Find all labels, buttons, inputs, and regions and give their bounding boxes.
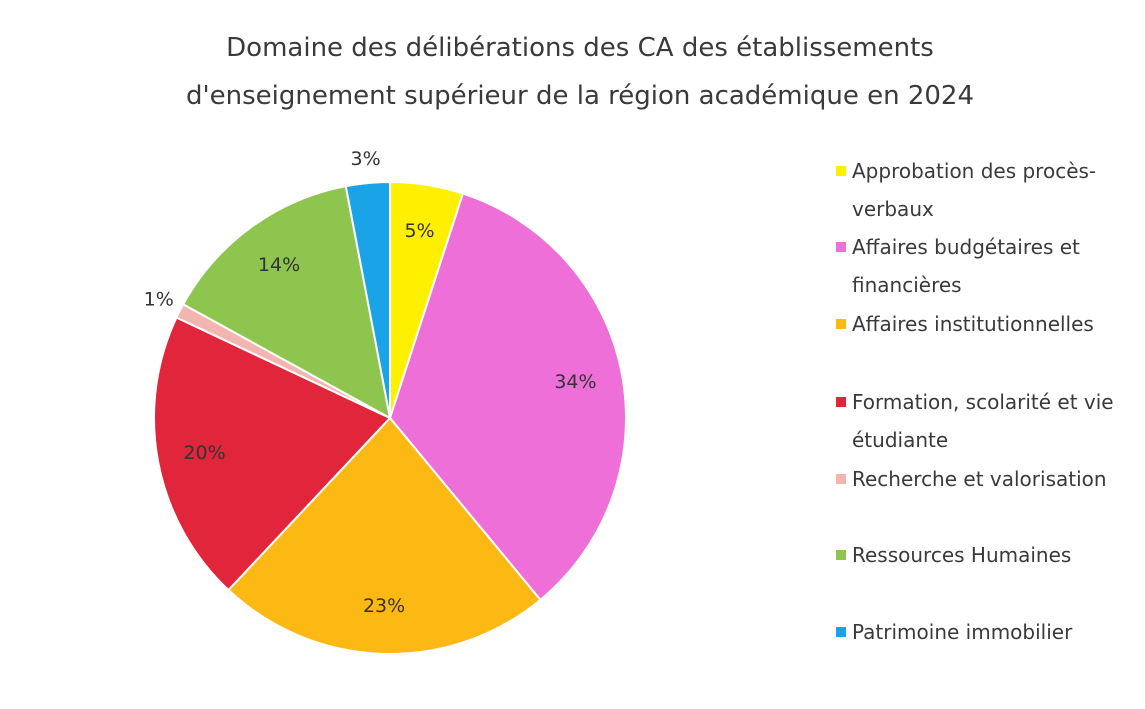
data-label: 20%: [183, 442, 225, 464]
legend-swatch: [836, 319, 846, 329]
data-label: 34%: [554, 371, 596, 393]
legend-box: Formation, scolarité et vie étudiante: [852, 390, 1114, 452]
data-label: 5%: [404, 220, 434, 242]
pie-slice: [153, 316, 392, 592]
data-label: 23%: [363, 595, 405, 617]
legend-label: Recherche et valorisation: [852, 467, 1107, 491]
legend-label: Patrimoine immobilier: [852, 620, 1073, 644]
legend-label: Affaires institutionnelles: [852, 312, 1094, 336]
legend-box: Patrimoine immobilier: [852, 620, 1073, 644]
legend-box: Affaires budgétaires et financières: [852, 235, 1080, 297]
pie-slice: [181, 185, 392, 420]
legend-box: Approbation des procès-verbaux: [852, 159, 1097, 221]
legend-box: Recherche et valorisation: [852, 467, 1107, 491]
legend-swatch: [836, 550, 846, 560]
legend-swatch: [836, 397, 846, 407]
data-label: 14%: [258, 254, 300, 276]
data-label: 1%: [144, 289, 174, 311]
legend-label: Ressources Humaines: [852, 543, 1072, 567]
data-label: 3%: [350, 148, 380, 170]
legend-label: Affaires budgétaires et financières: [852, 235, 1080, 297]
pie-slice: [388, 192, 627, 602]
legend-swatch: [836, 627, 846, 637]
legend-swatch: [836, 242, 846, 252]
legend-swatch: [836, 166, 846, 176]
chart-title: Domaine des délibérations des CA des éta…: [185, 33, 975, 111]
legend-box: Affaires institutionnelles: [852, 312, 1094, 336]
pie-slice: [344, 180, 391, 419]
legend-box: Ressources Humaines: [852, 543, 1072, 567]
pie-slice: [227, 416, 542, 655]
legend-swatch: [836, 474, 846, 484]
legend-label: Approbation des procès-verbaux: [852, 159, 1097, 221]
legend-label: Formation, scolarité et vie étudiante: [852, 390, 1114, 452]
title-box: Domaine des délibérations des CA des éta…: [185, 33, 975, 111]
